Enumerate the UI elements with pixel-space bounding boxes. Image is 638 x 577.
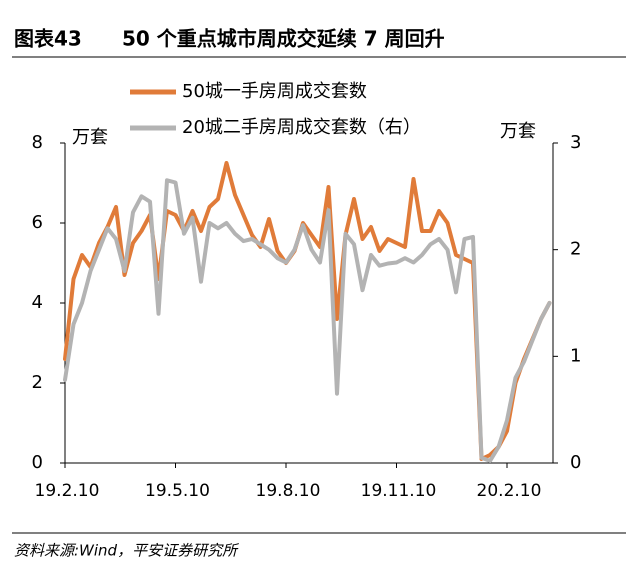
y2-tick-label: 3 [570,132,581,153]
y-tick-label: 2 [32,372,43,393]
x-tick-label: 20.2.10 [477,481,542,501]
y2-tick-label: 0 [570,452,581,473]
chart-title: 50 个重点城市周成交延续 7 周回升 [122,27,445,51]
x-tick-label: 19.5.10 [145,481,210,501]
y2-tick-label: 2 [570,239,581,260]
y-tick-label: 8 [32,132,43,153]
y2-unit: 万套 [500,121,536,142]
y2-tick-label: 1 [570,345,581,366]
y-tick-label: 6 [32,212,43,233]
series-line [63,178,552,463]
x-tick-label: 19.2.10 [35,481,100,501]
legend-label: 50城一手房周成交套数 [182,81,367,102]
source: 资料来源:Wind，平安证券研究所 [14,542,239,560]
x-tick-label: 19.11.10 [361,481,437,501]
x-tick-label: 19.8.10 [256,481,321,501]
series-line [63,161,552,461]
y-unit: 万套 [72,127,108,148]
y-tick-label: 0 [32,452,43,473]
chart-label: 图表43 [14,27,82,51]
legend-label: 20城二手房周成交套数（右） [182,117,421,138]
y-tick-label: 4 [32,292,43,313]
